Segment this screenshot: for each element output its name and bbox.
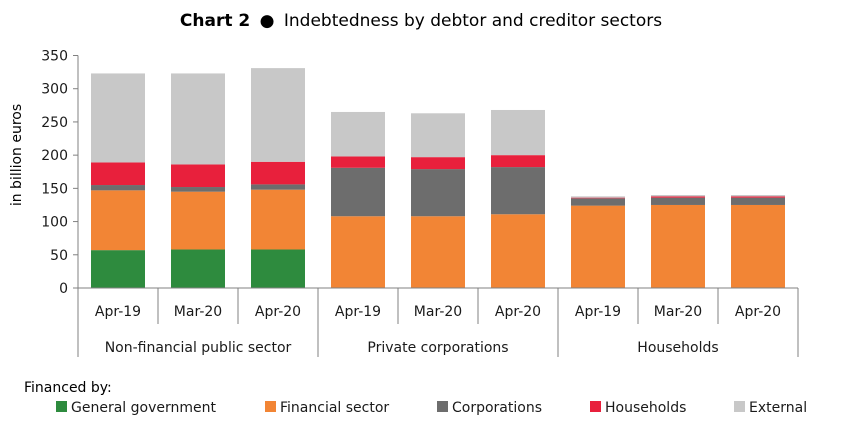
bar-segment-external xyxy=(171,73,225,165)
x-tick-label: Apr-19 xyxy=(95,304,141,320)
legend-title: Financed by: xyxy=(24,380,112,396)
bar-segment-general-government xyxy=(171,249,225,288)
legend-label: General government xyxy=(71,400,216,416)
bar-segment-corporations xyxy=(491,167,545,215)
legend-label: Corporations xyxy=(452,400,542,416)
chart-title-bullet: ● xyxy=(260,11,275,31)
group-label: Households xyxy=(637,340,718,356)
x-tick-label: Apr-19 xyxy=(335,304,381,320)
bar-segment-external xyxy=(331,111,385,157)
bar-segment-corporations xyxy=(411,169,465,217)
y-tick-label: 50 xyxy=(50,248,68,264)
bar-segment-external xyxy=(91,73,145,163)
legend-swatch xyxy=(590,401,601,412)
bar-segment-financial-sector xyxy=(251,189,305,250)
x-tick-label: Apr-20 xyxy=(255,304,301,320)
x-tick-label: Mar-20 xyxy=(654,304,702,320)
group-label: Non-financial public sector xyxy=(105,340,292,356)
bar-segment-households xyxy=(491,155,545,168)
plot-area: 0 50 100 150 200 250 300 350 Apr-19 Mar-20 Apr-20 A… xyxy=(41,49,799,357)
bar-segment-external xyxy=(411,113,465,158)
bar-segment-external xyxy=(571,196,625,198)
chart-title-label: Chart 2 xyxy=(180,11,250,31)
bar-segment-households xyxy=(171,164,225,188)
y-tick-label: 250 xyxy=(41,115,68,131)
x-tick-label: Apr-20 xyxy=(735,304,781,320)
bar-segment-general-government xyxy=(91,250,145,288)
legend-swatch xyxy=(734,401,745,412)
bar-segment-financial-sector xyxy=(91,190,145,251)
y-tick-label: 0 xyxy=(59,281,68,297)
bar-segment-financial-sector xyxy=(171,191,225,250)
bar-segment-households xyxy=(331,156,385,168)
y-tick-label: 200 xyxy=(41,148,68,164)
y-tick-label: 300 xyxy=(41,82,68,98)
legend-swatch xyxy=(437,401,448,412)
y-axis-label: in billion euros xyxy=(9,104,25,206)
bar-segment-corporations xyxy=(571,198,625,206)
bar-segment-financial-sector xyxy=(411,216,465,288)
x-tick-label: Apr-19 xyxy=(575,304,621,320)
bar-segment-financial-sector xyxy=(331,216,385,288)
chart-title: Chart 2 ● Indebtedness by debtor and cre… xyxy=(180,11,662,31)
bar-segment-corporations xyxy=(731,197,785,205)
bar-segment-external xyxy=(731,195,785,197)
bar-segment-households xyxy=(731,196,785,198)
bar-segment-households xyxy=(411,157,465,170)
bar-segment-corporations xyxy=(171,187,225,192)
bar-segment-financial-sector xyxy=(571,205,625,288)
group-label: Private corporations xyxy=(367,340,508,356)
bar-segment-external xyxy=(651,195,705,197)
y-tick-label: 100 xyxy=(41,215,68,231)
bar-segment-households xyxy=(651,196,705,198)
legend: General government Financial sector Corpor… xyxy=(56,400,807,416)
bar-segment-general-government xyxy=(251,249,305,288)
chart-title-text: Indebtedness by debtor and creditor sect… xyxy=(284,11,662,31)
x-tick-label: Mar-20 xyxy=(174,304,222,320)
bar-segment-financial-sector xyxy=(651,204,705,288)
legend-swatch xyxy=(265,401,276,412)
bar-segment-external xyxy=(251,68,305,162)
bar-segment-external xyxy=(491,109,545,156)
legend-label: Financial sector xyxy=(280,400,389,416)
bar-segment-households xyxy=(571,197,625,199)
bar-segment-corporations xyxy=(91,185,145,191)
legend-swatch xyxy=(56,401,67,412)
legend-label: External xyxy=(749,400,807,416)
bar-segment-households xyxy=(251,161,305,185)
bar-segment-financial-sector xyxy=(491,214,545,288)
bar-segment-corporations xyxy=(331,167,385,217)
bar-segment-corporations xyxy=(651,197,705,205)
bar-segment-financial-sector xyxy=(731,204,785,288)
bar-segment-corporations xyxy=(251,184,305,190)
x-tick-label: Apr-20 xyxy=(495,304,541,320)
y-tick-label: 350 xyxy=(41,49,68,65)
y-tick-label: 150 xyxy=(41,181,68,197)
x-tick-label: Mar-20 xyxy=(414,304,462,320)
bar-segment-households xyxy=(91,162,145,186)
legend-label: Households xyxy=(605,400,686,416)
